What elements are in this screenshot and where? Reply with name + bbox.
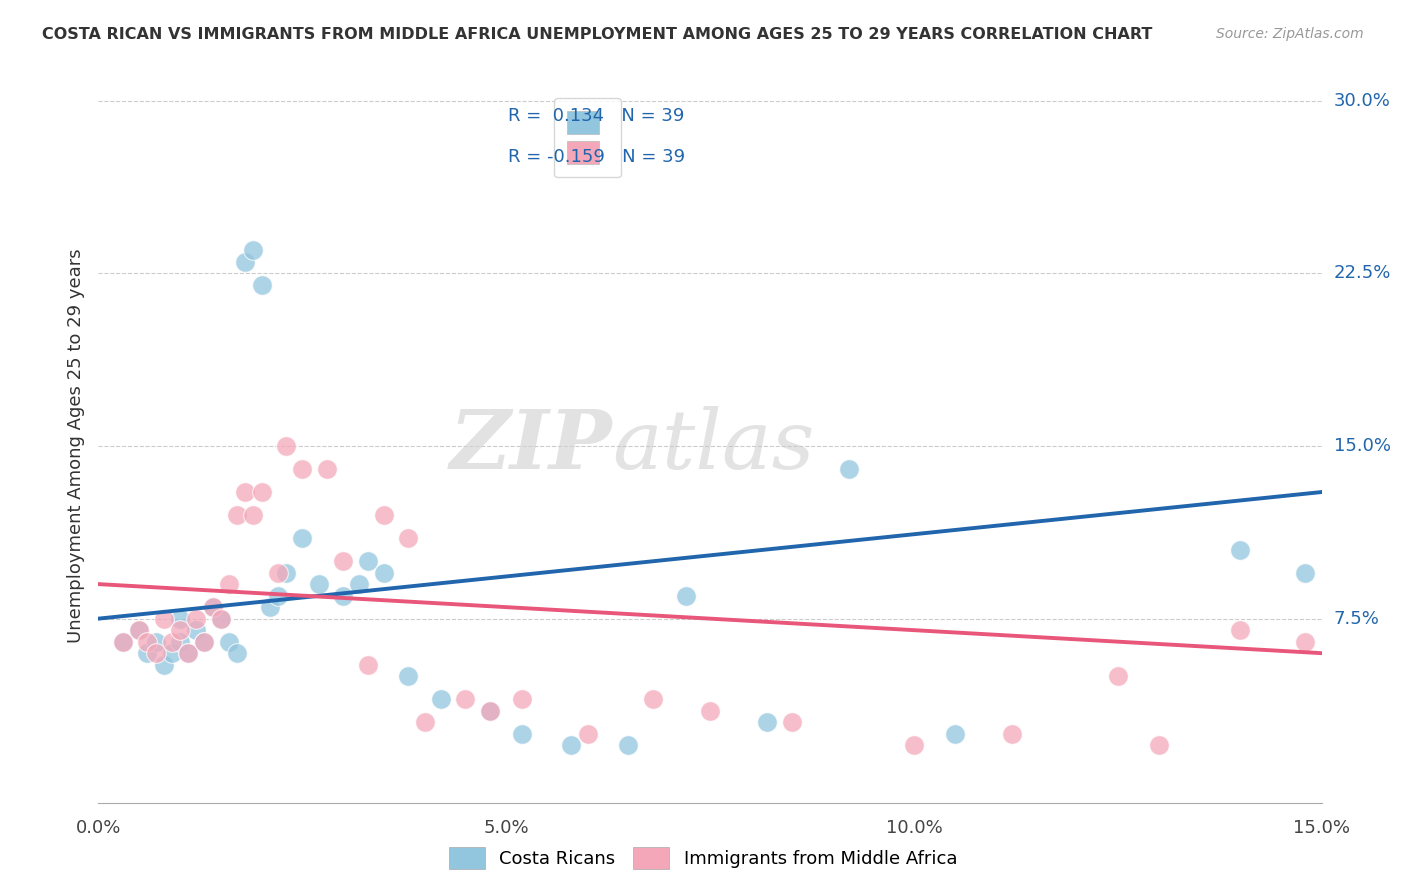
Text: R =  0.134   N = 39: R = 0.134 N = 39	[508, 107, 685, 125]
Point	[512, 727, 534, 741]
Point	[478, 704, 501, 718]
Point	[308, 577, 330, 591]
Text: 15.0%: 15.0%	[1334, 437, 1391, 455]
Point	[186, 612, 208, 626]
Point	[152, 612, 174, 626]
Text: 30.0%: 30.0%	[1334, 92, 1391, 110]
Point	[111, 634, 134, 648]
Point	[1294, 634, 1316, 648]
Text: 22.5%: 22.5%	[1334, 264, 1392, 283]
Point	[233, 485, 256, 500]
Point	[560, 738, 582, 752]
Point	[1001, 727, 1024, 741]
Point	[145, 646, 167, 660]
Point	[903, 738, 925, 752]
Point	[1229, 542, 1251, 557]
Point	[145, 634, 167, 648]
Point	[111, 634, 134, 648]
Point	[617, 738, 640, 752]
Point	[780, 715, 803, 730]
Point	[315, 462, 337, 476]
Point	[756, 715, 779, 730]
Point	[177, 646, 200, 660]
Point	[274, 566, 297, 580]
Point	[641, 692, 664, 706]
Point	[128, 623, 150, 637]
Point	[201, 600, 224, 615]
Point	[128, 623, 150, 637]
Point	[250, 485, 273, 500]
Text: 7.5%: 7.5%	[1334, 609, 1379, 628]
Legend: Costa Ricans, Immigrants from Middle Africa: Costa Ricans, Immigrants from Middle Afr…	[440, 838, 966, 879]
Point	[218, 634, 240, 648]
Point	[699, 704, 721, 718]
Point	[242, 508, 264, 522]
Point	[576, 727, 599, 741]
Point	[226, 646, 249, 660]
Point	[186, 623, 208, 637]
Point	[349, 577, 371, 591]
Point	[356, 657, 378, 672]
Point	[250, 277, 273, 292]
Point	[332, 589, 354, 603]
Point	[675, 589, 697, 603]
Point	[193, 634, 215, 648]
Text: COSTA RICAN VS IMMIGRANTS FROM MIDDLE AFRICA UNEMPLOYMENT AMONG AGES 25 TO 29 YE: COSTA RICAN VS IMMIGRANTS FROM MIDDLE AF…	[42, 27, 1153, 42]
Text: Source: ZipAtlas.com: Source: ZipAtlas.com	[1216, 27, 1364, 41]
Point	[169, 623, 191, 637]
Point	[413, 715, 436, 730]
Point	[1107, 669, 1129, 683]
Legend: , : ,	[554, 98, 621, 178]
Point	[396, 669, 419, 683]
Point	[259, 600, 281, 615]
Point	[373, 566, 395, 580]
Point	[201, 600, 224, 615]
Point	[356, 554, 378, 568]
Point	[152, 657, 174, 672]
Point	[332, 554, 354, 568]
Y-axis label: Unemployment Among Ages 25 to 29 years: Unemployment Among Ages 25 to 29 years	[66, 249, 84, 643]
Point	[160, 646, 183, 660]
Point	[454, 692, 477, 706]
Point	[177, 646, 200, 660]
Text: ZIP: ZIP	[450, 406, 612, 486]
Point	[838, 462, 860, 476]
Point	[291, 462, 314, 476]
Point	[169, 612, 191, 626]
Point	[430, 692, 453, 706]
Point	[943, 727, 966, 741]
Point	[160, 634, 183, 648]
Point	[1147, 738, 1170, 752]
Point	[136, 646, 159, 660]
Point	[209, 612, 232, 626]
Point	[267, 589, 290, 603]
Text: atlas: atlas	[612, 406, 814, 486]
Point	[193, 634, 215, 648]
Point	[512, 692, 534, 706]
Point	[233, 255, 256, 269]
Point	[136, 634, 159, 648]
Point	[218, 577, 240, 591]
Point	[373, 508, 395, 522]
Text: R = -0.159   N = 39: R = -0.159 N = 39	[508, 148, 685, 166]
Point	[396, 531, 419, 545]
Point	[209, 612, 232, 626]
Point	[1229, 623, 1251, 637]
Point	[226, 508, 249, 522]
Point	[478, 704, 501, 718]
Point	[291, 531, 314, 545]
Point	[274, 439, 297, 453]
Point	[169, 634, 191, 648]
Point	[242, 244, 264, 258]
Point	[267, 566, 290, 580]
Point	[1294, 566, 1316, 580]
